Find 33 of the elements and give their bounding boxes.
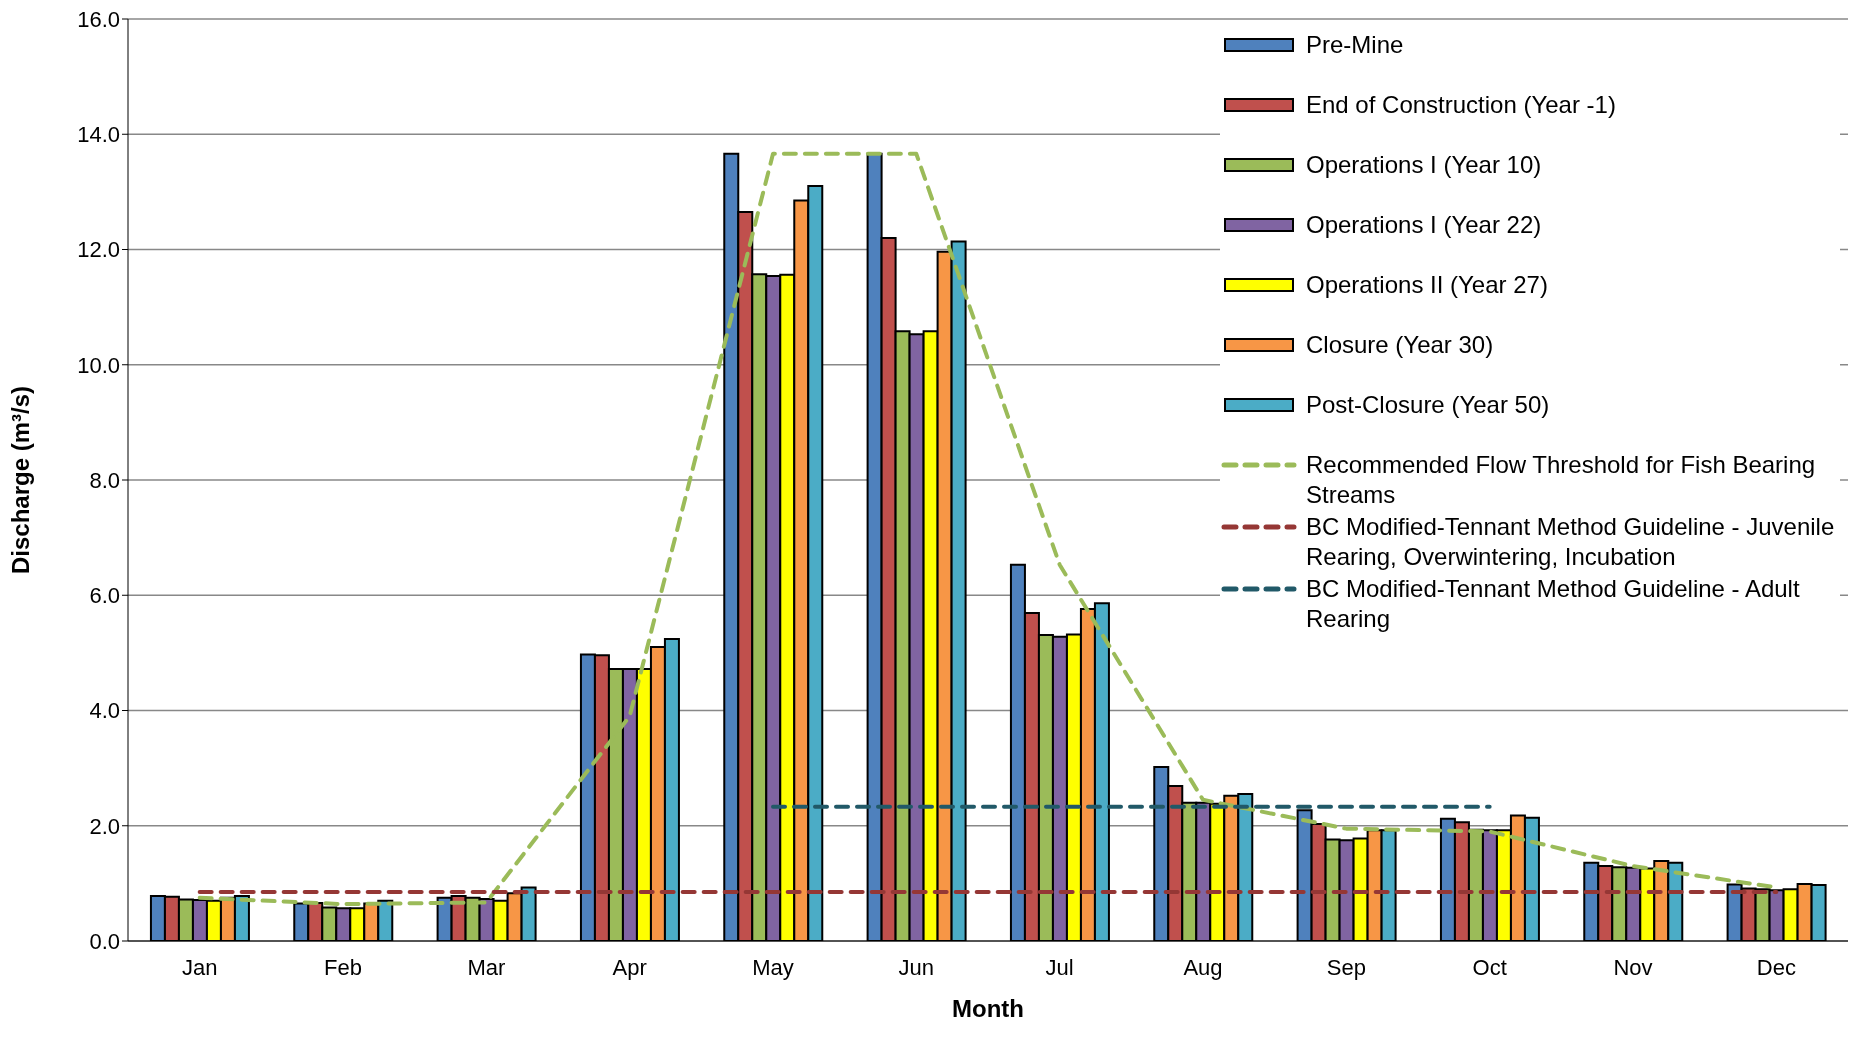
- x-tick-label: Mar: [467, 954, 506, 980]
- x-tick-label: Oct: [1472, 954, 1507, 980]
- x-tick-label: Jan: [181, 954, 218, 980]
- y-tick-label: 16.0: [77, 6, 120, 32]
- legend-label: Closure (Year 30): [1306, 330, 1494, 360]
- legend-label: BC Modified-Tennant Method Guideline - Adult Rearing: [1306, 574, 1801, 634]
- y-tick-label: 8.0: [89, 467, 120, 493]
- legend-label: Recommended Flow Threshold for Fish Bearing Streams: [1306, 450, 1817, 510]
- x-tick-label: Jun: [898, 954, 935, 980]
- legend-label: BC Modified-Tennant Method Guideline - Juvenile Rearing, Overwintering, Incubation: [1306, 512, 1836, 572]
- x-tick-label: Aug: [1183, 954, 1223, 980]
- legend-label: End of Construction (Year -1): [1306, 90, 1616, 120]
- y-tick-label: 6.0: [89, 583, 120, 609]
- x-axis-title: Month: [952, 995, 1024, 1022]
- y-tick-label: 10.0: [77, 352, 120, 378]
- x-tick-label: Dec: [1756, 954, 1796, 980]
- y-tick-label: 14.0: [77, 122, 120, 148]
- y-tick-label: 12.0: [77, 237, 120, 263]
- y-tick-label: 4.0: [89, 698, 120, 724]
- x-tick-label: Feb: [324, 954, 362, 980]
- legend-label: Operations II (Year 27): [1306, 270, 1548, 300]
- x-tick-label: Nov: [1613, 954, 1653, 980]
- legend-label: Operations I (Year 10): [1306, 150, 1542, 180]
- x-tick-label: Jul: [1045, 954, 1074, 980]
- y-tick-label: 2.0: [89, 813, 120, 839]
- x-tick-label: Sep: [1326, 954, 1366, 980]
- x-tick-label: May: [752, 954, 794, 980]
- legend-label: Post-Closure (Year 50): [1306, 390, 1550, 420]
- x-tick-label: Apr: [612, 954, 647, 980]
- legend-label: Operations I (Year 22): [1306, 210, 1542, 240]
- y-axis-title: Discharge (m³/s): [6, 385, 34, 575]
- y-tick-label: 0.0: [89, 928, 120, 954]
- legend-label: Pre-Mine: [1306, 30, 1404, 60]
